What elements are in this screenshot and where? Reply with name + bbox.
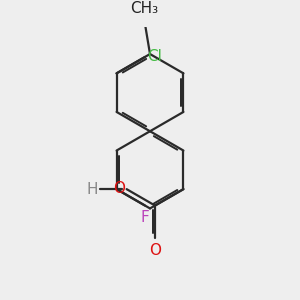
Text: O: O [149,243,161,258]
Text: O: O [113,181,125,196]
Text: CH₃: CH₃ [130,1,158,16]
Text: Cl: Cl [147,49,162,64]
Text: F: F [141,210,149,225]
Text: H: H [86,182,98,196]
